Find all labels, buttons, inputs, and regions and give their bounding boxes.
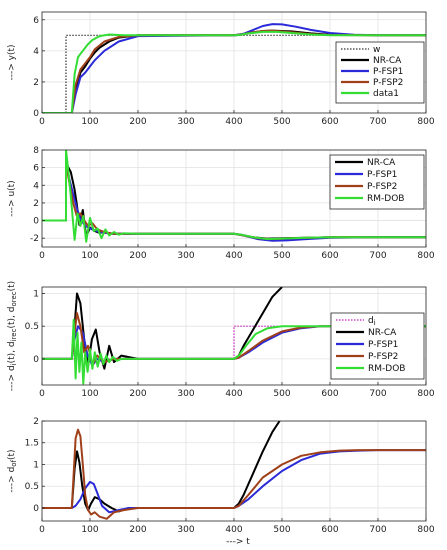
y-tick-label: 4 [33,181,39,191]
x-tick-label: 100 [81,117,98,127]
y-tick-label: 4 [33,47,39,57]
y-tick-label: 0 [33,109,39,119]
legend-label: P-FSP2 [367,182,397,192]
x-tick-label: 400 [225,251,242,261]
x-tick-label: 0 [39,525,45,535]
x-tick-label: 600 [321,525,338,535]
y-tick-label: 6 [33,16,39,26]
x-tick-label: 100 [81,251,98,261]
x-tick-label: 200 [129,389,146,399]
x-tick-label: 400 [225,525,242,535]
x-tick-label: 600 [321,251,338,261]
x-tick-label: 0 [39,117,45,127]
y-tick-label: 1 [33,290,39,300]
x-tick-label: 200 [129,251,146,261]
series-group [42,287,426,385]
series-group [42,421,426,520]
legend: NR-CA P-FSP1 P-FSP2 RM-DOB [329,154,425,210]
x-tick-label: 800 [417,117,434,127]
y-axis-label: ---> u(t) [7,180,17,216]
y-axis-label: ---> di(t), direc(t), dorec(t) [7,281,18,391]
y-tick-label: 2 [33,199,39,209]
x-tick-label: 0 [39,389,45,399]
panel-4: 0 100 200 300 400 500 600 700 800 0 0.5 1 1.5 2 ---> d… [7,417,435,535]
y-tick-label: 2 [33,78,39,88]
y-tick-label: 8 [33,146,39,156]
legend-label: NR-CA [368,328,397,338]
y-tick-label: -2 [30,234,39,244]
x-tick-label: 700 [369,389,386,399]
x-tick-label: 800 [417,525,434,535]
x-tick-label: 300 [177,389,194,399]
y-axis-label: ---> y(t) [7,44,17,80]
x-tick-label: 400 [225,389,242,399]
legend-box [335,41,425,104]
panel-3: 0 100 200 300 400 500 600 700 800 0 0.5 1 ---> di(t)… [7,281,435,399]
x-tick-label: 500 [273,389,290,399]
x-tick-label: 100 [81,525,98,535]
y-tick-label: 0.5 [25,482,39,492]
legend-label: w [373,45,380,55]
series-line-rm-dob [42,150,426,243]
x-tick-label: 0 [39,251,45,261]
x-tick-label: 500 [273,117,290,127]
x-axis-label: ---> t [226,537,250,547]
x-tick-label: 600 [321,389,338,399]
x-tick-label: 400 [225,117,242,127]
legend-box [329,154,425,210]
legend-label: P-FSP2 [373,78,403,88]
y-tick-label: 6 [33,164,39,174]
legend-label: data1 [373,89,399,99]
legend-label: di [368,316,376,327]
y-tick-label: 0.5 [25,322,39,332]
x-tick-label: 300 [177,251,194,261]
x-tick-label: 700 [369,251,386,261]
legend-label: RM-DOB [368,364,405,374]
x-tick-label: 800 [417,251,434,261]
x-tick-label: 800 [417,389,434,399]
y-tick-label: 1 [33,460,39,470]
legend-label: P-FSP1 [367,170,397,180]
x-tick-label: 700 [369,117,386,127]
x-tick-label: 300 [177,117,194,127]
panel-1: 0 100 200 300 400 500 600 700 800 0 2 4 6 ---> y(t) wN… [7,11,435,127]
x-tick-label: 200 [129,117,146,127]
x-tick-label: 200 [129,525,146,535]
x-tick-label: 500 [273,251,290,261]
legend-label: P-FSP2 [368,352,398,362]
y-axis-label: ---> dof(t) [7,449,18,492]
series-group [42,150,426,243]
series-line-rm-dob [42,318,426,385]
legend-label: P-FSP1 [368,340,398,350]
legend-label: NR-CA [367,158,396,168]
legend-label: P-FSP1 [373,67,403,77]
y-tick-label: 0 [33,504,39,514]
x-tick-label: 300 [177,525,194,535]
x-tick-label: 100 [81,389,98,399]
y-tick-label: 0 [33,217,39,227]
series-line-nr-ca [42,421,281,513]
x-tick-label: 500 [273,525,290,535]
series-line-data1 [42,30,426,113]
legend-label: RM-DOB [367,194,404,204]
y-tick-label: 1.5 [25,439,39,449]
series-group [42,23,426,113]
x-tick-label: 700 [369,525,386,535]
y-tick-label: 0 [33,355,39,365]
legend-label: NR-CA [373,56,402,66]
y-tick-label: 2 [33,417,39,427]
x-tick-label: 600 [321,117,338,127]
series-line-p-fsp2 [42,428,426,520]
